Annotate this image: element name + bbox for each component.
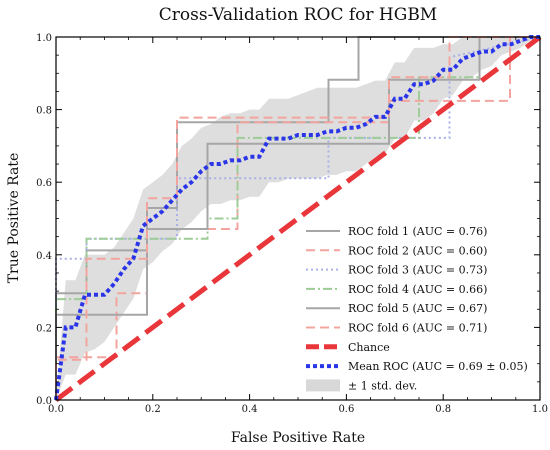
legend: ROC fold 1 (AUC = 0.76) ROC fold 2 (AUC =… bbox=[306, 225, 528, 392]
roc-fold-5-line bbox=[55, 36, 540, 400]
legend-label-fold-5: ROC fold 5 (AUC = 0.67) bbox=[348, 302, 487, 315]
x-tick-label: 0.8 bbox=[435, 404, 451, 415]
legend-label-mean-roc: Mean ROC (AUC = 0.69 ± 0.05) bbox=[348, 360, 528, 373]
legend-label-chance: Chance bbox=[348, 341, 390, 354]
legend-label-fold-3: ROC fold 3 (AUC = 0.73) bbox=[348, 264, 487, 277]
legend-label-fold-2: ROC fold 2 (AUC = 0.60) bbox=[348, 244, 487, 257]
y-tick-label: 0.6 bbox=[36, 178, 52, 189]
legend-label-std-dev: ± 1 std. dev. bbox=[348, 379, 417, 392]
roc-fold-6-line bbox=[55, 36, 540, 400]
y-tick-label: 0.2 bbox=[36, 323, 52, 334]
x-tick-label: 0.0 bbox=[48, 404, 64, 415]
legend-label-fold-1: ROC fold 1 (AUC = 0.76) bbox=[348, 225, 487, 238]
x-tick-label: 0.2 bbox=[145, 404, 161, 415]
y-tick-label: 1.0 bbox=[36, 33, 52, 44]
std-dev-band bbox=[56, 37, 540, 400]
mean-roc-line bbox=[54, 35, 540, 401]
plot-area: 0.0 0.2 0.4 0.6 0.8 1.0 0.0 0.2 0.4 0.6 0.8 1.0 bbox=[36, 33, 548, 415]
x-axis-label: False Positive Rate bbox=[231, 430, 365, 446]
y-tick-label: 0.8 bbox=[36, 106, 52, 117]
x-tick-label: 0.4 bbox=[242, 404, 258, 415]
x-tick-label: 0.6 bbox=[338, 404, 354, 415]
legend-label-fold-4: ROC fold 4 (AUC = 0.66) bbox=[348, 283, 487, 296]
legend-swatch-std-dev bbox=[306, 379, 340, 392]
y-tick-label: 0.0 bbox=[36, 396, 52, 407]
y-axis-label: True Positive Rate bbox=[6, 153, 22, 284]
roc-fold-3-line bbox=[55, 36, 541, 400]
y-tick-label: 0.4 bbox=[36, 251, 52, 262]
chance-line bbox=[54, 35, 542, 402]
legend-label-fold-6: ROC fold 6 (AUC = 0.71) bbox=[348, 322, 487, 335]
chart-title: Cross-Validation ROC for HGBM bbox=[159, 5, 437, 25]
x-tick-label: 1.0 bbox=[532, 404, 548, 415]
